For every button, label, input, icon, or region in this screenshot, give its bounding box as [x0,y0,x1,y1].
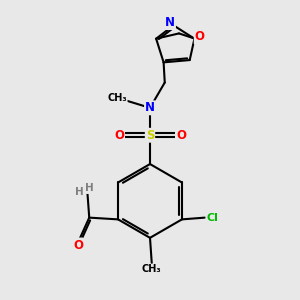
Text: N: N [165,16,175,29]
Text: N: N [145,101,155,114]
Text: O: O [74,239,83,252]
Text: S: S [146,129,154,142]
Text: Cl: Cl [207,213,218,223]
Text: H: H [75,187,84,197]
Text: O: O [195,30,205,44]
Text: O: O [73,238,83,251]
Text: H: H [85,183,94,193]
Text: CH₃: CH₃ [142,264,162,274]
Text: O: O [114,129,124,142]
Text: O: O [176,129,186,142]
Text: CH₃: CH₃ [107,93,127,103]
